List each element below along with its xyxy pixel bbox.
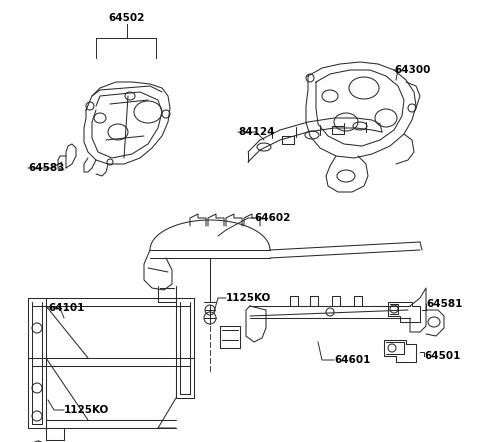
Text: 64101: 64101 — [48, 303, 84, 313]
Text: 64581: 64581 — [426, 299, 462, 309]
Text: 64583: 64583 — [28, 163, 64, 173]
Text: 64602: 64602 — [254, 213, 290, 223]
Text: 1125KO: 1125KO — [226, 293, 271, 303]
Text: 84124: 84124 — [238, 127, 275, 137]
Text: 64601: 64601 — [334, 355, 371, 365]
Text: 1125KO: 1125KO — [64, 405, 109, 415]
Text: 64300: 64300 — [394, 65, 431, 75]
Text: 64501: 64501 — [424, 351, 460, 361]
Text: 64502: 64502 — [109, 13, 145, 23]
